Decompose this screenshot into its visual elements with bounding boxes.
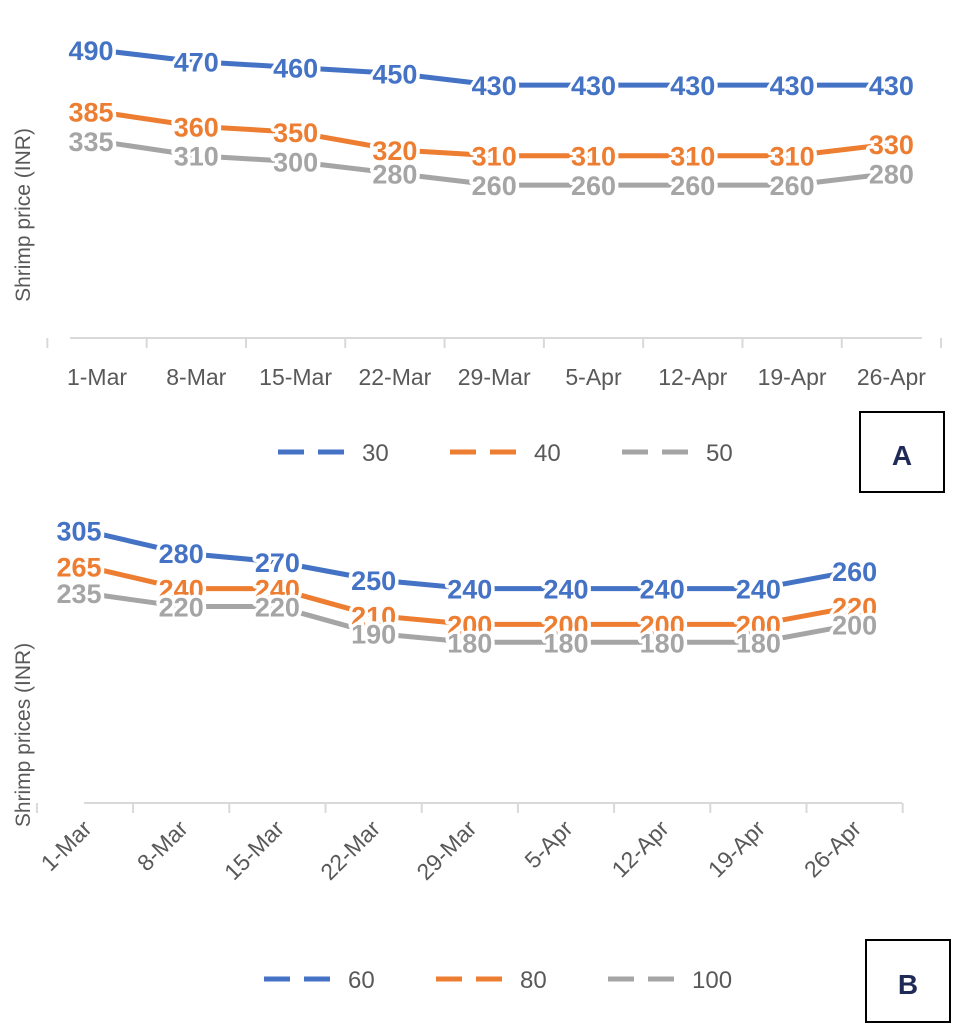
data-label: 430: [571, 71, 616, 101]
x-tick-label: 5-Apr: [519, 815, 577, 873]
x-tick-label: 19-Apr: [703, 815, 770, 882]
data-label: 360: [174, 112, 219, 142]
data-label: 180: [640, 628, 685, 658]
data-label: 310: [770, 142, 815, 172]
legend-label-80: 80: [520, 967, 547, 994]
data-label: 250: [351, 566, 396, 596]
data-label: 310: [472, 142, 517, 172]
panel-label-box: [865, 939, 951, 1023]
data-label: 220: [832, 593, 877, 623]
data-label: 385: [68, 98, 113, 128]
panel-label: B: [898, 969, 918, 1000]
y-axis-title: Shrimp price (INR): [12, 128, 35, 302]
data-label: 265: [56, 552, 101, 582]
data-label: 310: [174, 142, 219, 172]
data-label: 200: [832, 610, 877, 640]
data-label: 450: [372, 59, 417, 89]
legend-label-40: 40: [534, 440, 561, 467]
x-tick-label: 1-Mar: [67, 364, 127, 390]
data-label: 190: [351, 619, 396, 649]
data-label: 260: [670, 171, 715, 201]
x-tick-label: 22-Mar: [315, 815, 385, 885]
series-line-100: [82, 590, 858, 645]
data-label: 430: [472, 71, 517, 101]
data-label: 200: [447, 610, 492, 640]
x-tick-label: 19-Apr: [758, 364, 827, 390]
y-axis-title: Shrimp prices (INR): [12, 643, 35, 827]
panel-label: A: [892, 440, 912, 471]
x-tick-label: 12-Apr: [658, 364, 727, 390]
series-line-60: [82, 528, 858, 592]
data-label: 430: [869, 71, 914, 101]
data-label: 240: [640, 575, 685, 605]
data-label: 310: [571, 142, 616, 172]
data-label: 430: [670, 71, 715, 101]
data-label: 330: [869, 130, 914, 160]
data-label: 200: [736, 610, 781, 640]
data-label: 240: [736, 575, 781, 605]
x-tick-label: 22-Mar: [358, 364, 431, 390]
data-label: 260: [472, 171, 517, 201]
x-tick-label: 29-Mar: [458, 364, 531, 390]
data-label: 240: [255, 575, 300, 605]
series-line-30: [94, 47, 894, 88]
panel-a-chart: 1-Mar 8-Mar 15-Mar 22-Mar 29-Mar 5-Apr 12-Apr 1…: [12, 32, 945, 493]
x-tick-label: 26-Apr: [857, 364, 926, 390]
data-label: 220: [255, 593, 300, 623]
data-label: 350: [273, 118, 318, 148]
data-label: 310: [670, 142, 715, 172]
series-line-50: [94, 138, 894, 188]
x-tick-label: 15-Mar: [259, 364, 332, 390]
data-label: 280: [372, 159, 417, 189]
data-label: 335: [68, 127, 113, 157]
x-tick-label: 5-Apr: [565, 364, 622, 390]
x-tick-label: 26-Apr: [799, 815, 866, 882]
data-label: 200: [543, 610, 588, 640]
data-label: 305: [56, 517, 101, 547]
data-label: 460: [273, 54, 318, 84]
series-line-40: [94, 109, 894, 159]
data-label: 235: [56, 579, 101, 609]
data-label: 320: [372, 136, 417, 166]
legend-label-100: 100: [692, 967, 732, 994]
data-label: 220: [159, 593, 204, 623]
data-label: 240: [159, 575, 204, 605]
series-line-80: [82, 563, 858, 627]
data-label: 260: [571, 171, 616, 201]
data-label: 180: [447, 628, 492, 658]
x-tick-label: 29-Mar: [411, 815, 481, 885]
data-label: 270: [255, 548, 300, 578]
data-label: 180: [736, 628, 781, 658]
panel-label-box: [859, 411, 945, 493]
data-label: 210: [351, 601, 396, 631]
x-tick-label: 8-Mar: [166, 364, 226, 390]
data-label: 180: [543, 628, 588, 658]
data-label: 280: [159, 539, 204, 569]
data-label: 240: [447, 575, 492, 605]
data-label: 260: [770, 171, 815, 201]
data-label: 280: [869, 159, 914, 189]
legend-label-60: 60: [348, 967, 375, 994]
legend-label-50: 50: [706, 440, 733, 467]
x-tick-label: 15-Mar: [219, 815, 289, 885]
x-tick-label: 8-Mar: [132, 815, 193, 876]
data-label: 300: [273, 148, 318, 178]
data-label: 200: [640, 610, 685, 640]
x-tick-label: 12-Apr: [607, 815, 674, 882]
panel-b-chart: 1-Mar 8-Mar 15-Mar 22-Mar 29-Mar 5-Apr 12-Apr 1…: [12, 513, 951, 1023]
data-label: 430: [770, 71, 815, 101]
data-label: 490: [68, 36, 113, 66]
data-label: 240: [543, 575, 588, 605]
data-label: 260: [832, 557, 877, 587]
data-label: 470: [174, 48, 219, 78]
x-tick-label: 1-Mar: [36, 815, 97, 876]
legend-label-30: 30: [362, 440, 389, 467]
